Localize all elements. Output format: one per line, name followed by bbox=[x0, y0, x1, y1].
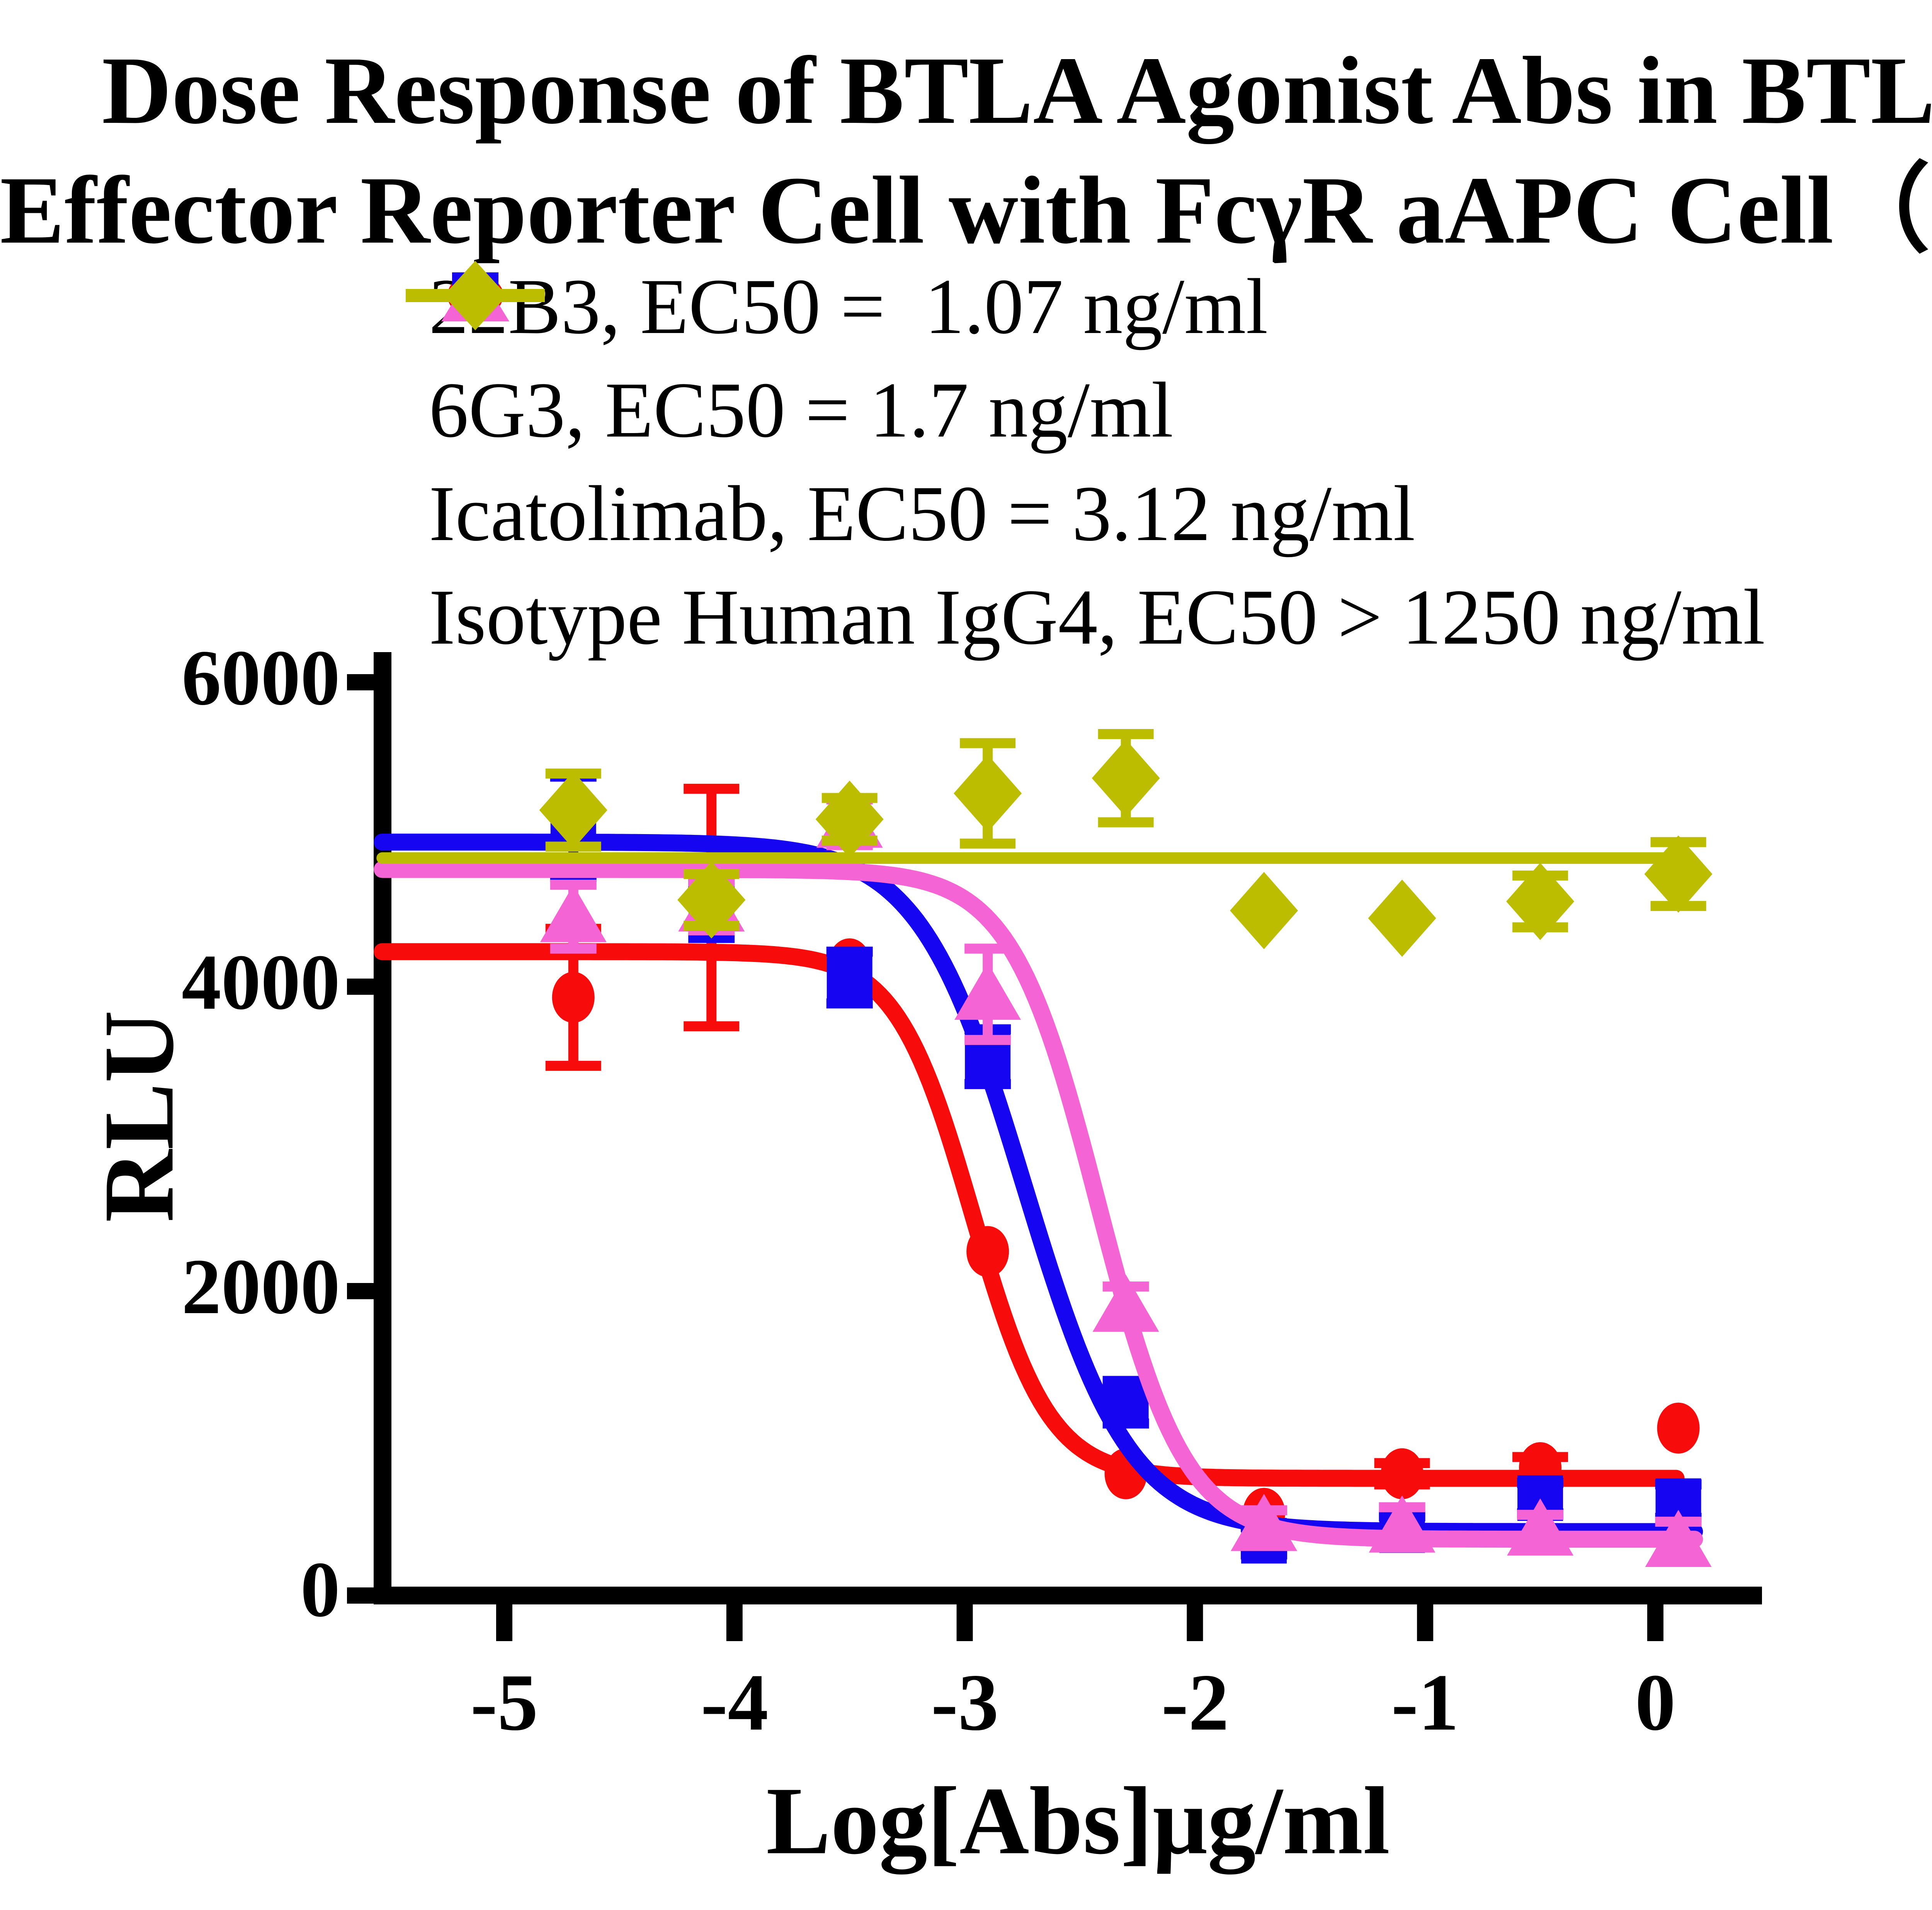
diamond-marker-icon bbox=[406, 261, 545, 330]
data-point-circle bbox=[1657, 1402, 1700, 1454]
legend-item-isotype: Isotype Human IgG4, EC50 > 1250 ng/ml bbox=[402, 261, 1765, 669]
data-point-circle bbox=[552, 972, 595, 1023]
chart-title-line1: Dose Response of BTLA Agonist Abs in BTL… bbox=[102, 37, 1932, 144]
data-point-diamond bbox=[1506, 863, 1575, 940]
legend-item-icatolimab: Icatolimab, EC50 = 3.12 ng/ml bbox=[402, 266, 1765, 566]
x-tick-label--1: -1 bbox=[1391, 1658, 1459, 1747]
y-tick-label-6000: 6000 bbox=[182, 634, 340, 722]
fit-curve-22B3 bbox=[374, 943, 1685, 1487]
chart-title-line2: Effector Reporter Cell with FcγR aAPC Ce… bbox=[0, 157, 1932, 264]
y-tick-label-0: 0 bbox=[300, 1546, 340, 1633]
chart-legend: 22B3, EC50 = 1.07 ng/ml 6G3, EC50 = 1.7 … bbox=[402, 255, 1765, 669]
x-tick-label--2: -2 bbox=[1161, 1658, 1229, 1747]
data-point-diamond bbox=[1368, 879, 1436, 957]
data-point-diamond bbox=[954, 754, 1022, 832]
data-point-triangle bbox=[540, 885, 607, 942]
x-tick-label--3: -3 bbox=[931, 1658, 999, 1747]
series-6G3 bbox=[374, 771, 1703, 1564]
legend-label: Isotype Human IgG4, EC50 > 1250 ng/ml bbox=[429, 573, 1765, 661]
axes bbox=[347, 652, 1762, 1641]
data-point-diamond bbox=[1092, 739, 1160, 817]
legend-item-22b3: 22B3, EC50 = 1.07 ng/ml bbox=[402, 255, 1765, 359]
data-point-square bbox=[827, 955, 872, 1001]
y-tick-label-4000: 4000 bbox=[182, 938, 340, 1026]
legend-label: 22B3, EC50 = 1.07 ng/ml bbox=[429, 263, 1268, 350]
chart-title: Dose Response of BTLA Agonist Abs in BTL… bbox=[0, 31, 1932, 270]
x-axis-title: Log[Abs]μg/ml bbox=[766, 1767, 1390, 1874]
data-point-diamond bbox=[815, 780, 884, 858]
data-point-diamond bbox=[1230, 872, 1298, 949]
data-point-diamond bbox=[539, 771, 607, 849]
x-tick-label--4: -4 bbox=[701, 1658, 769, 1747]
data-point-triangle bbox=[954, 962, 1021, 1020]
series-Isotype Human IgG4 bbox=[376, 729, 1713, 957]
fit-curve-Icatolimab bbox=[374, 861, 1703, 1548]
x-tick-label-0: 0 bbox=[1635, 1658, 1676, 1747]
legend-label: Icatolimab, EC50 = 3.12 ng/ml bbox=[429, 470, 1415, 557]
legend-label: 6G3, EC50 = 1.7 ng/ml bbox=[429, 366, 1173, 454]
x-tick-label--5: -5 bbox=[470, 1658, 538, 1747]
data-point-diamond bbox=[677, 861, 746, 939]
y-tick-label-2000: 2000 bbox=[182, 1243, 340, 1331]
